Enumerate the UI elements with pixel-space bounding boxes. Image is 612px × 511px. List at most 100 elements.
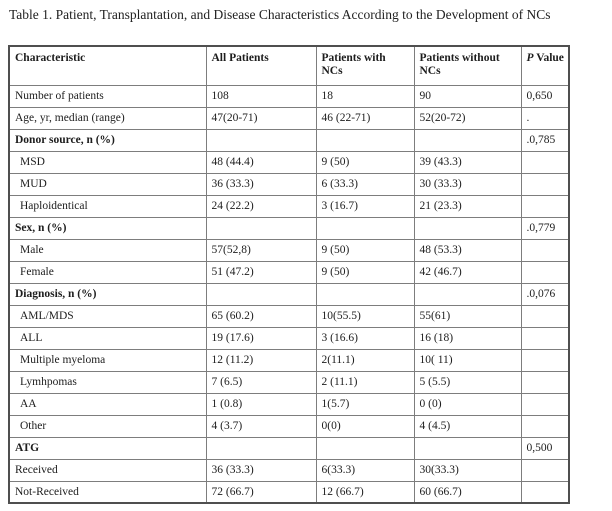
cell-without-ncs: 5 (5.5) [413, 370, 522, 394]
cell-p-value: .0,785 [520, 128, 570, 152]
cell-p-value: 0,500 [520, 436, 570, 460]
row-label: ALL [8, 326, 207, 350]
table-row-other: Other 4 (3.7) 0(0) 4 (4.5) [8, 414, 570, 438]
cell-with-ncs: 6(33.3) [315, 458, 415, 482]
row-label: Number of patients [8, 84, 207, 108]
cell-p-value [520, 238, 570, 262]
cell-p-value: 0,650 [520, 84, 570, 108]
row-label: Haploidentical [8, 194, 207, 218]
table-body: Number of patients 108 18 90 0,650 Age, yr, m… [8, 84, 570, 504]
cell-with-ncs: 3 (16.7) [315, 194, 415, 218]
cell-all-patients: 65 (60.2) [205, 304, 317, 328]
cell-with-ncs [315, 128, 415, 152]
table-row-male: Male 57(52,8) 9 (50) 48 (53.3) [8, 238, 570, 262]
row-label: MSD [8, 150, 207, 174]
cell-without-ncs [413, 216, 522, 240]
row-label: MUD [8, 172, 207, 196]
cell-p-value [520, 348, 570, 372]
cell-without-ncs: 90 [413, 84, 522, 108]
cell-without-ncs: 60 (66.7) [413, 480, 522, 504]
cell-all-patients: 48 (44.4) [205, 150, 317, 174]
table-row-atg: ATG 0,500 [8, 436, 570, 460]
cell-all-patients [205, 128, 317, 152]
characteristics-table: Characteristic All Patients Patients with … [8, 45, 570, 504]
table-row-aa: AA 1 (0.8) 1(5.7) 0 (0) [8, 392, 570, 416]
row-label: Age, yr, median (range) [8, 106, 207, 130]
cell-with-ncs: 9 (50) [315, 150, 415, 174]
cell-all-patients [205, 436, 317, 460]
cell-with-ncs: 2 (11.1) [315, 370, 415, 394]
row-label: AA [8, 392, 207, 416]
row-label: Multiple myeloma [8, 348, 207, 372]
cell-without-ncs: 4 (4.5) [413, 414, 522, 438]
cell-p-value [520, 326, 570, 350]
cell-without-ncs [413, 128, 522, 152]
column-header-p-value: P Value [520, 45, 570, 86]
cell-with-ncs: 10(55.5) [315, 304, 415, 328]
cell-with-ncs: 9 (50) [315, 238, 415, 262]
table-row-female: Female 51 (47.2) 9 (50) 42 (46.7) [8, 260, 570, 284]
cell-all-patients: 12 (11.2) [205, 348, 317, 372]
cell-with-ncs: 18 [315, 84, 415, 108]
column-header-patients-with-ncs: Patients with NCs [315, 45, 415, 86]
cell-p-value: .0,779 [520, 216, 570, 240]
cell-with-ncs: 9 (50) [315, 260, 415, 284]
row-label: AML/MDS [8, 304, 207, 328]
cell-p-value [520, 304, 570, 328]
cell-with-ncs [315, 282, 415, 306]
column-header-all-patients: All Patients [205, 45, 317, 86]
table-row-aml-mds: AML/MDS 65 (60.2) 10(55.5) 55(61) [8, 304, 570, 328]
cell-with-ncs [315, 436, 415, 460]
table-row-multiple-myeloma: Multiple myeloma 12 (11.2) 2(11.1) 10( 11) [8, 348, 570, 372]
cell-p-value: . [520, 106, 570, 130]
cell-p-value [520, 150, 570, 174]
cell-all-patients: 19 (17.6) [205, 326, 317, 350]
table-header: Characteristic All Patients Patients with … [8, 45, 570, 86]
cell-p-value [520, 480, 570, 504]
table-title: Table 1. Patient, Transplantation, and D… [9, 7, 551, 22]
table-row-mud: MUD 36 (33.3) 6 (33.3) 30 (33.3) [8, 172, 570, 196]
column-header-characteristic: Characteristic [8, 45, 207, 86]
table-row-not-received: Not-Received 72 (66.7) 12 (66.7) 60 (66.7) [8, 480, 570, 504]
cell-without-ncs: 39 (43.3) [413, 150, 522, 174]
cell-all-patients: 4 (3.7) [205, 414, 317, 438]
cell-all-patients: 36 (33.3) [205, 172, 317, 196]
cell-all-patients: 7 (6.5) [205, 370, 317, 394]
cell-without-ncs [413, 282, 522, 306]
row-label: Other [8, 414, 207, 438]
cell-all-patients: 51 (47.2) [205, 260, 317, 284]
cell-p-value [520, 260, 570, 284]
cell-without-ncs: 21 (23.3) [413, 194, 522, 218]
cell-all-patients: 57(52,8) [205, 238, 317, 262]
cell-with-ncs [315, 216, 415, 240]
cell-with-ncs: 3 (16.6) [315, 326, 415, 350]
row-label: Female [8, 260, 207, 284]
table-row-sex-n: Sex, n (%) .0,779 [8, 216, 570, 240]
column-header-patients-without-ncs: Patients without NCs [413, 45, 522, 86]
cell-p-value: .0,076 [520, 282, 570, 306]
cell-without-ncs [413, 436, 522, 460]
cell-with-ncs: 12 (66.7) [315, 480, 415, 504]
cell-p-value [520, 458, 570, 482]
row-label: Lymhpomas [8, 370, 207, 394]
table-row-age-yr-median-range: Age, yr, median (range) 47(20-71) 46 (22-7… [8, 106, 570, 130]
row-label: Donor source, n (%) [8, 128, 207, 152]
cell-p-value [520, 172, 570, 196]
table-row-haploidentical: Haploidentical 24 (22.2) 3 (16.7) 21 (23.3) [8, 194, 570, 218]
row-label: ATG [8, 436, 207, 460]
row-label: Sex, n (%) [8, 216, 207, 240]
cell-p-value [520, 370, 570, 394]
cell-without-ncs: 42 (46.7) [413, 260, 522, 284]
cell-without-ncs: 48 (53.3) [413, 238, 522, 262]
table-row-all: ALL 19 (17.6) 3 (16.6) 16 (18) [8, 326, 570, 350]
cell-with-ncs: 6 (33.3) [315, 172, 415, 196]
row-label: Received [8, 458, 207, 482]
cell-without-ncs: 52(20-72) [413, 106, 522, 130]
italic-p: P [526, 52, 534, 64]
cell-all-patients: 72 (66.7) [205, 480, 317, 504]
cell-without-ncs: 55(61) [413, 304, 522, 328]
cell-with-ncs: 46 (22-71) [315, 106, 415, 130]
cell-all-patients: 47(20-71) [205, 106, 317, 130]
table-row-donor-source-n: Donor source, n (%) .0,785 [8, 128, 570, 152]
